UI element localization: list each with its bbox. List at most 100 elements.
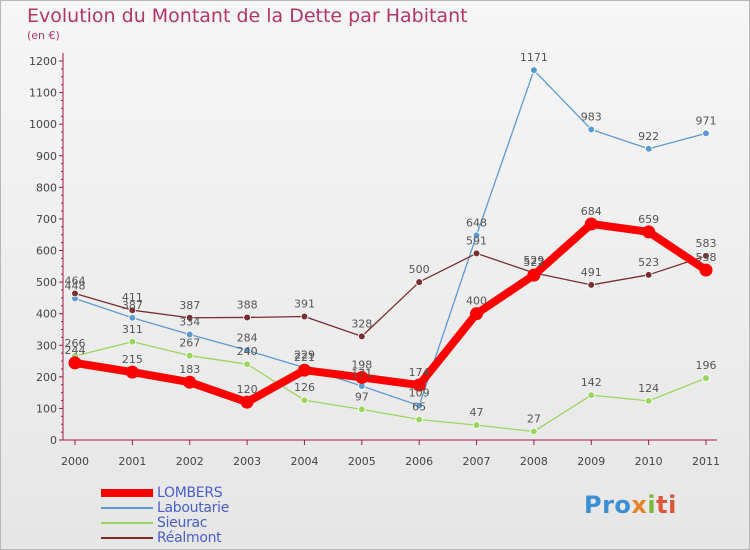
data-label: 391: [294, 298, 315, 311]
data-point: [128, 337, 137, 346]
data-label: 284: [237, 331, 258, 344]
data-label: 174: [409, 366, 430, 379]
y-tick-label: 900: [36, 150, 57, 163]
data-label: 659: [638, 213, 659, 226]
data-label: 109: [409, 387, 430, 400]
data-label: 464: [65, 274, 86, 287]
data-point: [472, 421, 481, 429]
data-label: 142: [581, 376, 602, 389]
data-label: 198: [351, 358, 372, 371]
data-point: [530, 66, 538, 74]
data-point: [358, 332, 366, 341]
legend-item-réalmont: Réalmont: [101, 529, 229, 546]
data-label: 1171: [520, 51, 548, 64]
data-label: 229: [294, 349, 315, 362]
data-label: 387: [122, 299, 143, 312]
data-label: 196: [696, 359, 717, 372]
data-label: 171: [351, 367, 372, 380]
x-tick-label: 2010: [635, 455, 663, 468]
x-tick-label: 2001: [118, 455, 146, 468]
series-line-sieurac: [74, 341, 707, 433]
chart-title: Evolution du Montant de la Dette par Hab…: [27, 5, 468, 27]
data-point: [472, 231, 481, 240]
data-label: 183: [179, 363, 200, 376]
legend-label: Réalmont: [157, 529, 222, 546]
data-point: [183, 375, 197, 389]
data-label: 500: [409, 263, 430, 276]
data-point: [297, 363, 311, 377]
data-point: [415, 415, 423, 424]
data-point: [243, 346, 251, 355]
data-label: 328: [351, 317, 372, 330]
data-label: 583: [696, 237, 717, 250]
data-point: [642, 225, 656, 239]
data-point: [702, 374, 710, 382]
data-label: 491: [581, 266, 602, 279]
legend-swatch: [101, 521, 153, 524]
data-label: 983: [581, 111, 602, 124]
y-tick-label: 1200: [29, 55, 57, 68]
data-label: 334: [179, 316, 200, 329]
data-point: [527, 268, 541, 282]
legend-item-lombers: LOMBERS: [101, 484, 229, 501]
data-label: 529: [523, 254, 544, 267]
data-point: [699, 263, 713, 277]
data-point: [472, 249, 481, 258]
data-point: [530, 427, 538, 436]
data-point: [243, 360, 251, 369]
data-label: 922: [638, 130, 659, 143]
data-label: 400: [466, 295, 487, 308]
data-label: 523: [638, 256, 659, 269]
y-tick-label: 800: [36, 181, 57, 194]
series-line-laboutarie: [74, 69, 707, 407]
data-point: [587, 391, 596, 399]
data-point: [185, 330, 194, 339]
legend-label: Laboutarie: [157, 499, 230, 516]
y-tick-label: 1000: [29, 118, 57, 131]
data-point: [644, 271, 653, 279]
data-label: 124: [638, 382, 659, 395]
data-point: [358, 405, 366, 414]
data-point: [702, 129, 710, 138]
x-tick-label: 2004: [290, 455, 318, 468]
y-tick-label: 400: [36, 308, 57, 321]
y-tick-label: 100: [36, 402, 57, 415]
data-label: 311: [122, 323, 143, 336]
x-tick-label: 2009: [577, 455, 605, 468]
legend-swatch: [101, 506, 153, 509]
y-tick-label: 300: [36, 339, 57, 352]
data-point: [68, 356, 82, 370]
data-point: [702, 252, 710, 260]
data-point: [470, 307, 484, 321]
y-tick-label: 1100: [29, 87, 57, 100]
legend-item-sieurac: Sieurac: [101, 515, 229, 531]
data-label: 684: [581, 205, 602, 218]
data-label: 240: [237, 345, 258, 358]
data-point: [300, 396, 309, 405]
data-point: [300, 312, 309, 321]
data-label: 65: [412, 400, 426, 413]
x-tick-label: 2005: [348, 455, 376, 468]
data-label: 244: [65, 344, 86, 357]
x-tick-label: 2006: [405, 455, 433, 468]
data-label: 266: [65, 337, 86, 350]
y-tick-label: 600: [36, 245, 57, 258]
y-tick-label: 700: [36, 213, 57, 226]
data-point: [644, 145, 653, 153]
data-point: [128, 306, 137, 314]
data-point: [587, 125, 596, 134]
data-point: [415, 278, 423, 286]
data-point: [415, 401, 423, 410]
data-point: [125, 365, 139, 379]
data-label: 522: [523, 256, 544, 269]
legend-label: LOMBERS: [157, 484, 223, 501]
data-label: 120: [237, 383, 258, 396]
y-tick-label: 500: [36, 276, 57, 289]
data-label: 126: [294, 381, 315, 394]
data-point: [243, 313, 251, 322]
data-label: 411: [122, 291, 143, 304]
data-point: [185, 313, 194, 322]
data-label: 47: [470, 406, 484, 419]
data-label: 538: [696, 251, 717, 264]
